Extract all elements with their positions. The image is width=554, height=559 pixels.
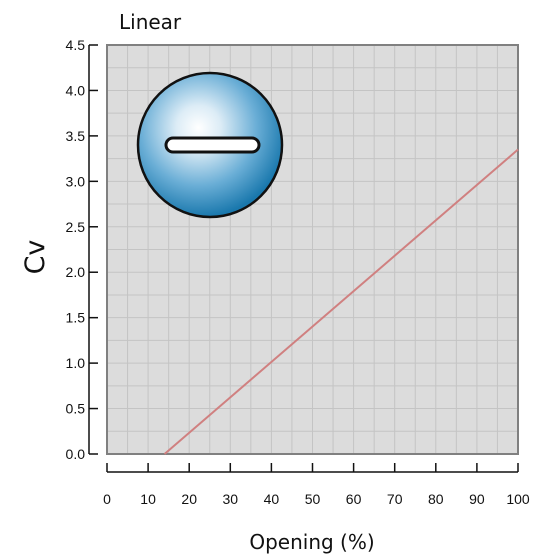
x-axis-title: Opening (%): [249, 530, 374, 554]
y-tick-label: 1.5: [66, 310, 86, 326]
x-tick-label: 90: [469, 491, 485, 507]
valve-ball-slot-icon: [136, 71, 284, 219]
y-axis: 0.0 0.5 1.0 1.5 2.0 2.5 3.0 3.5 4.0 4.5: [66, 37, 98, 462]
x-tick-label: 80: [428, 491, 444, 507]
x-tick-label: 30: [223, 491, 239, 507]
series-layer: [163, 148, 519, 455]
y-tick-label: 2.0: [66, 264, 86, 280]
y-tick-label: 1.0: [66, 355, 86, 371]
y-tick-label: 4.5: [66, 37, 86, 53]
plot-frame: [106, 44, 519, 455]
x-tick-label: 10: [140, 491, 156, 507]
y-tick-label: 4.0: [66, 82, 86, 98]
series-line: [163, 148, 519, 455]
x-tick-label: 40: [264, 491, 280, 507]
x-tick-label: 60: [346, 491, 362, 507]
chart-title: Linear: [119, 10, 182, 34]
x-tick-label: 100: [506, 491, 530, 507]
x-tick-label: 50: [305, 491, 321, 507]
x-tick-label: 20: [181, 491, 197, 507]
x-tick-label: 70: [387, 491, 403, 507]
y-tick-label: 3.5: [66, 128, 86, 144]
y-tick-label: 3.0: [66, 173, 86, 189]
y-axis-title: Cv: [20, 240, 51, 275]
x-tick-label: 0: [103, 491, 111, 507]
x-axis: 0 10 20 30 40 50 60 70 80 90 100: [103, 463, 530, 507]
y-tick-label: 0.0: [66, 446, 86, 462]
y-tick-label: 2.5: [66, 219, 86, 235]
y-tick-label: 0.5: [66, 401, 86, 417]
